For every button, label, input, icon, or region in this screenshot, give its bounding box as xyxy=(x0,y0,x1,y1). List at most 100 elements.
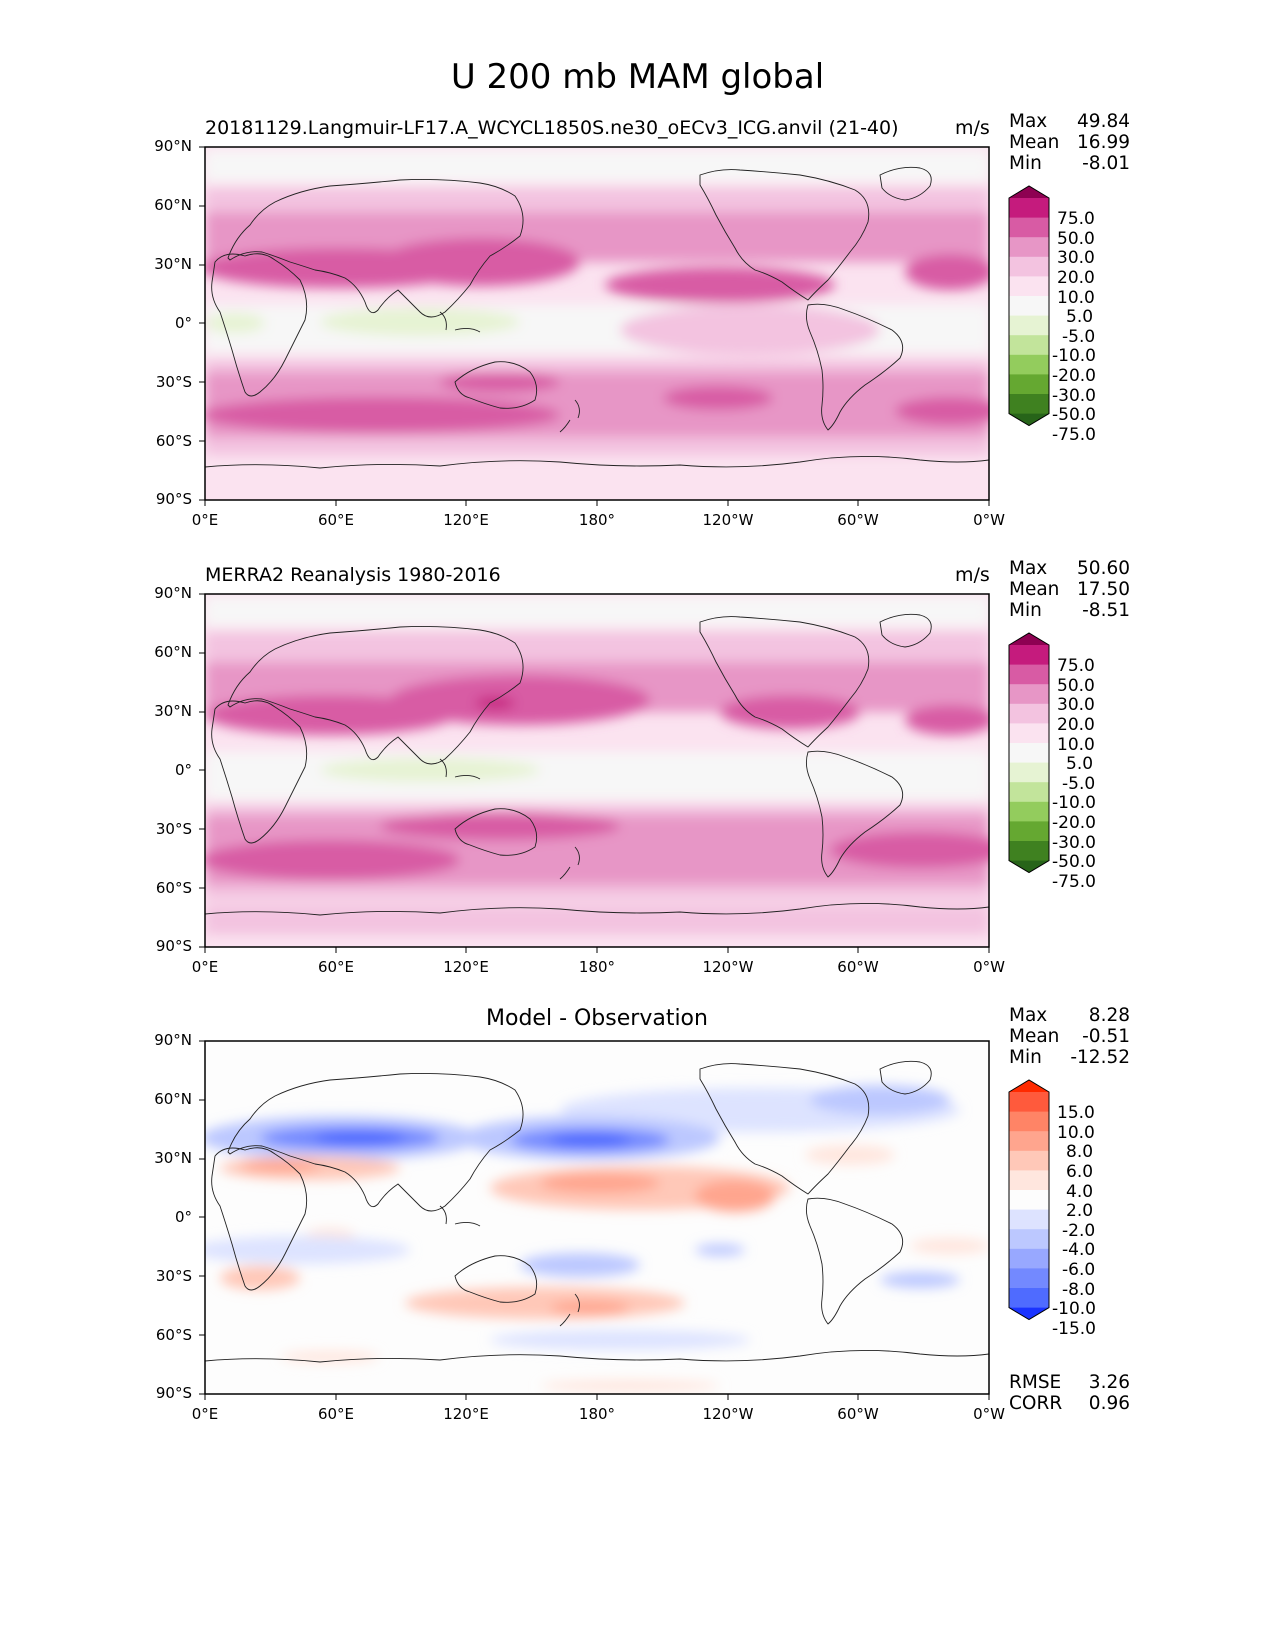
rmse-label: RMSE xyxy=(1009,1372,1062,1393)
lon-tick: 0°E xyxy=(191,958,219,976)
colorbar-3 xyxy=(1008,1079,1050,1321)
colorbar-outline xyxy=(1008,185,1050,427)
colorbar-label: -5.0 xyxy=(1062,327,1096,347)
colorbar-label: -50.0 xyxy=(1052,405,1096,425)
colorbar-swatch xyxy=(1009,276,1049,297)
colorbar-swatch xyxy=(1009,198,1049,218)
colorbar-outline xyxy=(1008,632,1050,874)
corr-label: CORR xyxy=(1009,1393,1063,1414)
panel-1-min-value: -8.01 xyxy=(1082,153,1130,174)
lon-tick: 120°W xyxy=(702,1405,754,1423)
panel-2-max-value: 50.60 xyxy=(1077,558,1130,579)
colorbar-label: 10.0 xyxy=(1057,735,1095,755)
colorbar-label: 8.0 xyxy=(1066,1142,1094,1162)
panel-2-max-label: Max xyxy=(1009,558,1048,579)
colorbar-label: -50.0 xyxy=(1052,852,1096,872)
colorbar-swatch xyxy=(1009,1092,1049,1112)
colorbar-swatch xyxy=(1009,684,1049,705)
rmse-value: 3.26 xyxy=(1088,1372,1130,1393)
lat-tick: 90°S xyxy=(155,1384,192,1402)
colorbar-extend-top xyxy=(1009,633,1049,645)
lon-tick: 60°E xyxy=(317,511,355,529)
panel-2-mean-value: 17.50 xyxy=(1077,579,1130,600)
corr-value: 0.96 xyxy=(1088,1393,1130,1414)
lat-tick: 60°S xyxy=(155,432,192,450)
colorbar-swatch xyxy=(1009,237,1049,258)
colorbar-swatch xyxy=(1009,296,1049,316)
colorbar-label: 4.0 xyxy=(1066,1182,1094,1202)
lon-tick: 60°W xyxy=(837,511,879,529)
panel-1-mean-value: 16.99 xyxy=(1077,132,1130,153)
panel-2-mean-label: Mean xyxy=(1009,579,1060,600)
panel-3-max-label: Max xyxy=(1009,1005,1048,1026)
colorbar-label: 30.0 xyxy=(1057,248,1095,268)
lon-tick: 120°E xyxy=(443,1405,489,1423)
panel-1-mean-label: Mean xyxy=(1009,132,1060,153)
colorbar-label: 50.0 xyxy=(1057,676,1095,696)
colorbar-swatch xyxy=(1009,1288,1049,1308)
lat-tick: 30°N xyxy=(154,702,192,720)
lat-tick: 90°N xyxy=(154,137,192,155)
panel-1-units: m/s xyxy=(955,117,990,139)
colorbar-label: 5.0 xyxy=(1066,754,1094,774)
colorbar-swatch xyxy=(1009,1150,1049,1171)
lat-tick: 60°N xyxy=(154,196,192,214)
colorbar-swatch xyxy=(1009,217,1049,238)
colorbar-label: -30.0 xyxy=(1052,386,1096,406)
lon-tick: 0°W xyxy=(973,511,1005,529)
panel-3-title: Model - Observation xyxy=(486,1006,708,1031)
lat-tick: 0° xyxy=(174,1208,192,1226)
colorbar-label: -20.0 xyxy=(1052,813,1096,833)
colorbar-label: 15.0 xyxy=(1057,1103,1095,1123)
colorbar-label: 10.0 xyxy=(1057,288,1095,308)
colorbar-outline xyxy=(1008,1079,1050,1321)
colorbar-label: -10.0 xyxy=(1052,793,1096,813)
lat-tick: 30°N xyxy=(154,255,192,273)
panel-1-max-value: 49.84 xyxy=(1077,111,1130,132)
lat-tick: 0° xyxy=(174,314,192,332)
colorbar-label: -30.0 xyxy=(1052,833,1096,853)
colorbar-swatch xyxy=(1009,664,1049,685)
colorbar-label: 75.0 xyxy=(1057,209,1095,229)
lat-tick: 60°N xyxy=(154,643,192,661)
colorbar-2 xyxy=(1008,632,1050,874)
colorbar-extend-top xyxy=(1009,1080,1049,1092)
panel-1-map xyxy=(205,147,989,500)
panel-3-min-label: Min xyxy=(1009,1047,1042,1068)
lon-tick: 0°W xyxy=(973,958,1005,976)
lon-tick: 120°W xyxy=(702,511,754,529)
lat-tick: 30°S xyxy=(155,1267,192,1285)
colorbar-label: 20.0 xyxy=(1057,268,1095,288)
colorbar-swatch xyxy=(1009,782,1049,803)
colorbar-label: 20.0 xyxy=(1057,715,1095,735)
lat-tick: 60°N xyxy=(154,1090,192,1108)
colorbar-label: -6.0 xyxy=(1062,1260,1096,1280)
colorbar-swatch xyxy=(1009,394,1049,414)
lon-tick: 60°E xyxy=(317,958,355,976)
lat-tick: 60°S xyxy=(155,879,192,897)
lon-tick: 60°E xyxy=(317,1405,355,1423)
colorbar-swatch xyxy=(1009,1209,1049,1230)
lon-tick: 180° xyxy=(578,511,616,529)
panel-2-min-label: Min xyxy=(1009,600,1042,621)
colorbar-swatch xyxy=(1009,1248,1049,1269)
colorbar-extend-bottom xyxy=(1009,413,1049,426)
colorbar-label: 50.0 xyxy=(1057,229,1095,249)
colorbar-label: 75.0 xyxy=(1057,656,1095,676)
colorbar-swatch xyxy=(1009,645,1049,665)
colorbar-swatch xyxy=(1009,821,1049,842)
colorbar-label: 5.0 xyxy=(1066,307,1094,327)
colorbar-label: 10.0 xyxy=(1057,1123,1095,1143)
panel-3-max-value: 8.28 xyxy=(1088,1005,1130,1026)
lat-tick: 30°N xyxy=(154,1149,192,1167)
panel-1-max-label: Max xyxy=(1009,111,1048,132)
panel-2-map xyxy=(205,594,989,947)
panel-1-title: 20181129.Langmuir-LF17.A_WCYCL1850S.ne30… xyxy=(205,117,899,139)
figure-title: U 200 mb MAM global xyxy=(450,57,825,97)
colorbar-label: -5.0 xyxy=(1062,774,1096,794)
colorbar-swatch xyxy=(1009,335,1049,356)
colorbar-extend-bottom xyxy=(1009,1307,1049,1320)
lon-tick: 120°E xyxy=(443,511,489,529)
lat-tick: 90°S xyxy=(155,937,192,955)
